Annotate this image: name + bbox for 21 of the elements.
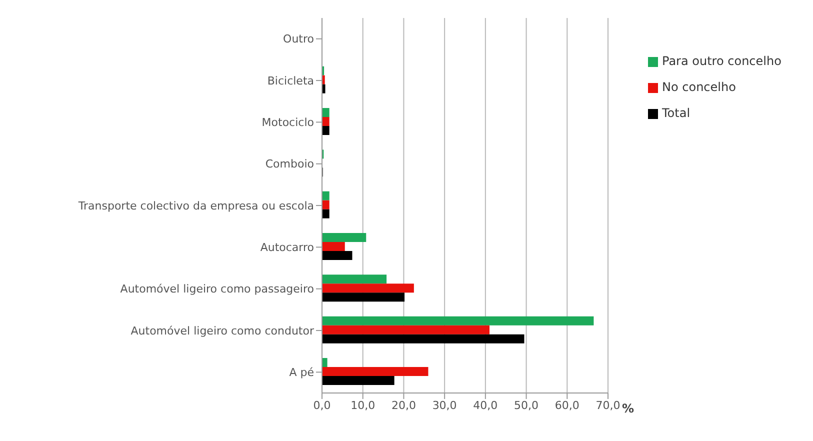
y-tick-label: Autocarro	[260, 241, 314, 254]
y-tick-label: Automóvel ligeiro como condutor	[130, 324, 314, 338]
legend-label: Total	[662, 106, 690, 120]
y-tick-label: Bicicleta	[267, 74, 314, 88]
y-tick-label: Motociclo	[262, 116, 314, 130]
x-tick-label: 40,0	[473, 398, 498, 412]
x-tick-label: 0,0	[313, 398, 331, 412]
x-tick-label: 20,0	[391, 398, 416, 412]
x-tick-label: 10,0	[350, 398, 376, 412]
legend-label: No concelho	[662, 80, 736, 94]
y-tick-label: A pé	[289, 366, 314, 380]
y-tick-label: Comboio	[265, 158, 314, 171]
x-tick-label: 30,0	[432, 398, 457, 412]
x-tick-label: 50,0	[514, 398, 539, 412]
y-tick-label: Automóvel ligeiro como passageiro	[120, 282, 314, 296]
y-tick-label: Outro	[283, 32, 314, 46]
y-tick-label: Transporte colectivo da empresa ou escola	[77, 199, 314, 212]
x-tick-label: 70,0	[596, 398, 620, 412]
x-tick-label: 60,0	[554, 398, 580, 412]
legend-label: Para outro concelho	[662, 54, 782, 68]
x-axis-title: %	[622, 401, 634, 416]
